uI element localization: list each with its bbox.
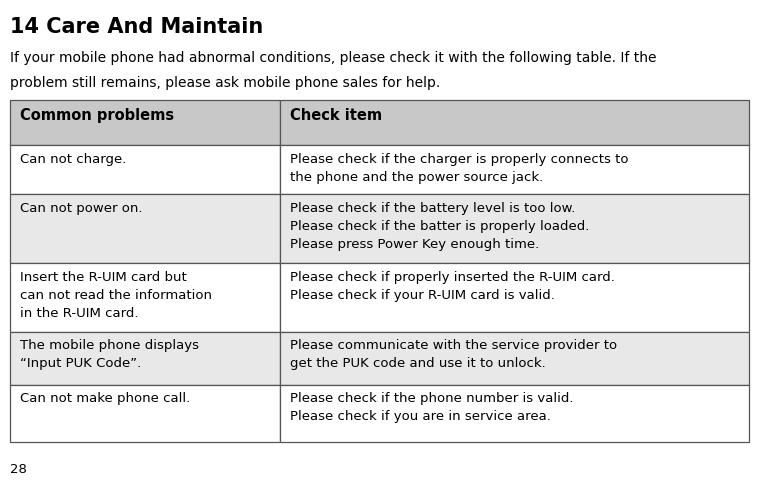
Bar [10, 100, 280, 145]
Text: Please check if the phone number is valid.
Please check if you are in service ar: Please check if the phone number is vali… [290, 392, 573, 424]
Bar [10, 263, 280, 332]
Text: Insert the R-UIM card but
can not read the information
in the R-UIM card.: Insert the R-UIM card but can not read t… [20, 271, 212, 320]
Text: Check item: Check item [290, 108, 382, 123]
Bar [10, 145, 280, 194]
Bar [280, 194, 749, 263]
Text: Common problems: Common problems [20, 108, 174, 123]
Text: The mobile phone displays
“Input PUK Code”.: The mobile phone displays “Input PUK Cod… [20, 340, 199, 370]
Text: If your mobile phone had abnormal conditions, please check it with the following: If your mobile phone had abnormal condit… [10, 51, 657, 65]
Bar [10, 385, 280, 442]
Bar [280, 263, 749, 332]
Text: Please communicate with the service provider to
get the PUK code and use it to u: Please communicate with the service prov… [290, 340, 617, 370]
Bar [280, 385, 749, 442]
Text: 14 Care And Maintain: 14 Care And Maintain [10, 17, 263, 37]
Text: 28: 28 [10, 463, 27, 476]
Bar [280, 145, 749, 194]
Text: Please check if the battery level is too low.
Please check if the batter is prop: Please check if the battery level is too… [290, 202, 589, 251]
Bar [10, 332, 280, 385]
Text: problem still remains, please ask mobile phone sales for help.: problem still remains, please ask mobile… [10, 76, 440, 90]
Text: Please check if the charger is properly connects to
the phone and the power sour: Please check if the charger is properly … [290, 153, 628, 184]
Text: Can not make phone call.: Can not make phone call. [20, 392, 190, 406]
Bar [10, 194, 280, 263]
Text: Please check if properly inserted the R-UIM card.
Please check if your R-UIM car: Please check if properly inserted the R-… [290, 271, 615, 302]
Bar [280, 100, 749, 145]
Text: Can not charge.: Can not charge. [20, 153, 126, 166]
Bar [280, 332, 749, 385]
Text: Can not power on.: Can not power on. [20, 202, 142, 215]
